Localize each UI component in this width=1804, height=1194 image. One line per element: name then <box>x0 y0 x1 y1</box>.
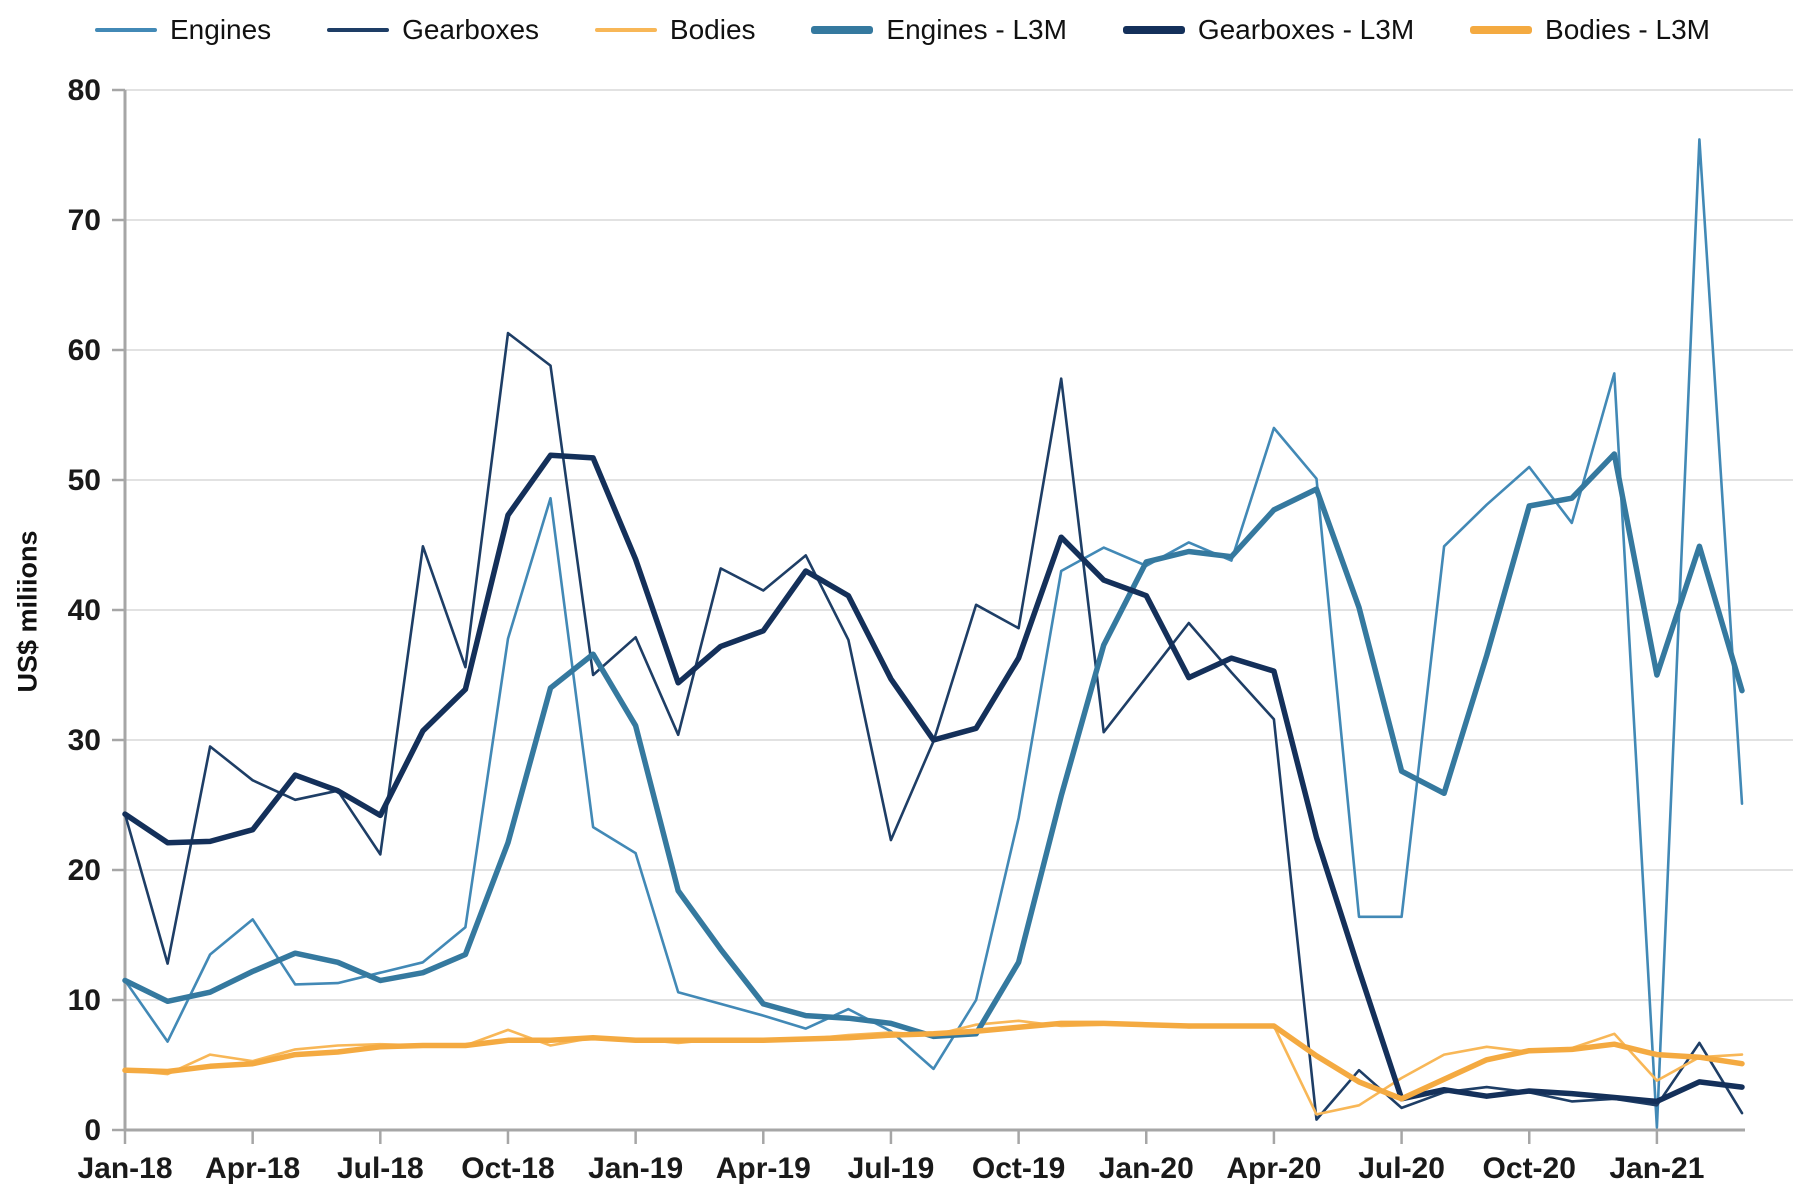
legend-label-bodies: Bodies <box>669 14 756 45</box>
legend-swatch-bodies <box>594 28 657 32</box>
legend-swatch-gearboxes <box>327 28 390 32</box>
legend: Engines Gearboxes Bodies Engines - L3M Gearb… <box>95 14 1710 46</box>
legend-swatch-engines <box>95 28 157 32</box>
x-tick-label: Jan-19 <box>588 1152 683 1185</box>
legend-swatch-engines-l3m <box>811 26 874 34</box>
x-tick-label: Oct-19 <box>972 1152 1065 1185</box>
x-tick-label: Oct-20 <box>1483 1152 1576 1185</box>
x-tick-label: Apr-18 <box>205 1152 300 1185</box>
x-tick-label: Jan-21 <box>1609 1152 1704 1185</box>
series-line-gearboxes <box>123 331 1744 1121</box>
series-line-engines-l3m <box>122 451 1745 1040</box>
series-line-bodies-l3m <box>122 1020 1745 1102</box>
series-line-gearboxes-l3m <box>122 452 1745 1105</box>
x-tick-label: Apr-20 <box>1226 1152 1321 1185</box>
x-tick-label: Apr-19 <box>716 1152 811 1185</box>
y-tick-label: 70 <box>68 204 101 237</box>
legend-item-bodies-l3m: Bodies - L3M <box>1470 14 1710 46</box>
x-tick-label: Jul-20 <box>1358 1152 1445 1185</box>
legend-label-gearboxes: Gearboxes <box>402 14 540 45</box>
legend-label-engines-l3m: Engines - L3M <box>886 14 1067 45</box>
y-tick-label: 40 <box>68 594 101 627</box>
legend-swatch-gearboxes-l3m <box>1122 26 1185 34</box>
y-tick-label: 30 <box>68 724 101 757</box>
y-tick-label: 0 <box>84 1114 101 1147</box>
legend-swatch-bodies-l3m <box>1470 26 1533 34</box>
y-tick-label: 10 <box>68 984 101 1017</box>
legend-item-gearboxes: Gearboxes <box>327 14 539 46</box>
y-tick-label: 50 <box>68 464 101 497</box>
x-tick-label: Jul-19 <box>848 1152 935 1185</box>
x-tick-label: Jan-20 <box>1099 1152 1194 1185</box>
legend-label-bodies-l3m: Bodies - L3M <box>1545 14 1710 45</box>
legend-item-engines-l3m: Engines - L3M <box>811 14 1067 46</box>
x-tick-label: Jan-18 <box>77 1152 172 1185</box>
series-line-engines <box>123 138 1744 1129</box>
legend-label-gearboxes-l3m: Gearboxes - L3M <box>1197 14 1415 45</box>
y-tick-label: 60 <box>68 334 101 367</box>
x-tick-label: Jul-18 <box>337 1152 424 1185</box>
legend-item-gearboxes-l3m: Gearboxes - L3M <box>1122 14 1415 46</box>
legend-item-bodies: Bodies <box>594 14 756 46</box>
y-tick-label: 80 <box>68 74 101 107</box>
x-tick-label: Oct-18 <box>461 1152 554 1185</box>
y-tick-label: 20 <box>68 854 101 887</box>
legend-item-engines: Engines <box>95 14 271 46</box>
legend-label-engines: Engines <box>170 14 272 45</box>
